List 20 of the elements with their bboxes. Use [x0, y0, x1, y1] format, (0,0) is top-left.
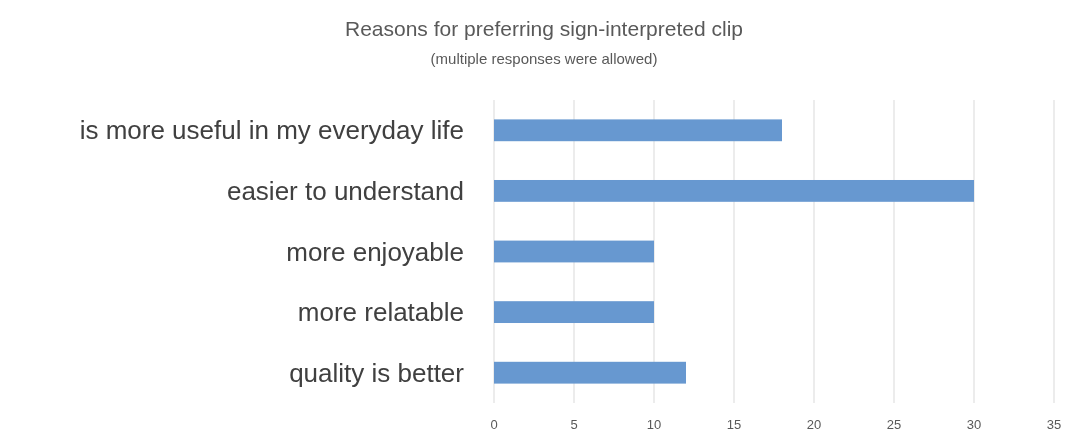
bar: [494, 119, 782, 142]
bar: [494, 240, 654, 263]
x-tick-label: 20: [806, 417, 822, 432]
bar: [494, 361, 686, 384]
x-tick-label: 35: [1046, 417, 1062, 432]
y-tick-label: more enjoyable: [286, 236, 464, 267]
x-tick-label: 30: [966, 417, 982, 432]
x-tick-label: 15: [726, 417, 742, 432]
chart-subtitle: (multiple responses were allowed): [430, 50, 658, 67]
x-tick-label: 25: [886, 417, 902, 432]
x-tick-label: 5: [570, 417, 578, 432]
x-tick-label: 10: [646, 417, 662, 432]
y-tick-label: quality is better: [289, 357, 465, 388]
x-tick-label: 0: [490, 417, 498, 432]
chart-title: Reasons for preferring sign-interpreted clip: [344, 17, 744, 40]
bar: [494, 179, 974, 202]
y-tick-label: easier to understand: [226, 176, 464, 206]
y-tick-label: more relatable: [297, 297, 464, 328]
y-tick-label: is more useful in my everyday life: [79, 115, 464, 146]
bar: [494, 301, 654, 324]
